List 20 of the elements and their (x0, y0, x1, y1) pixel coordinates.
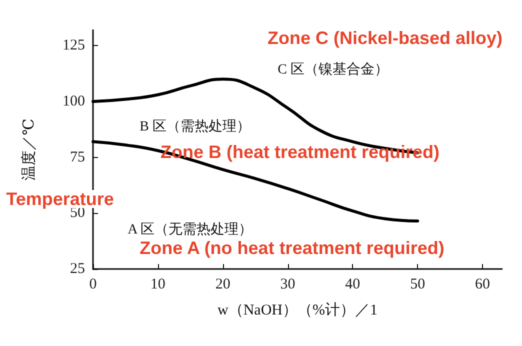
x-tick-label: 50 (410, 276, 426, 292)
annotation: Zone B (heat treatment required) (160, 142, 440, 162)
y-tick-label: 25 (70, 261, 85, 277)
annotation: C 区（镍基合金） (278, 62, 388, 78)
y-axis-title: 温度／℃ (20, 118, 38, 180)
x-tick-label: 0 (89, 276, 97, 292)
x-tick-label: 10 (150, 276, 166, 292)
y-tick-label: 125 (62, 38, 85, 54)
annotation: A 区（无需热处理） (128, 222, 252, 238)
y-tick-label: 100 (62, 93, 85, 110)
y-tick-label: 75 (70, 149, 85, 166)
x-tick-label: 60 (475, 276, 490, 292)
x-tick-label: 20 (215, 276, 230, 292)
annotation: B 区（需热处理） (140, 118, 250, 134)
annotation: Zone A (no heat treatment required) (140, 238, 444, 258)
x-tick-label: 30 (280, 276, 296, 292)
annotation: Temperature (6, 189, 114, 209)
x-axis-title: w（NaOH）（%计）／1 (218, 302, 378, 318)
x-tick-label: 40 (345, 276, 360, 292)
annotation: Zone C (Nickel-based alloy) (267, 28, 503, 48)
